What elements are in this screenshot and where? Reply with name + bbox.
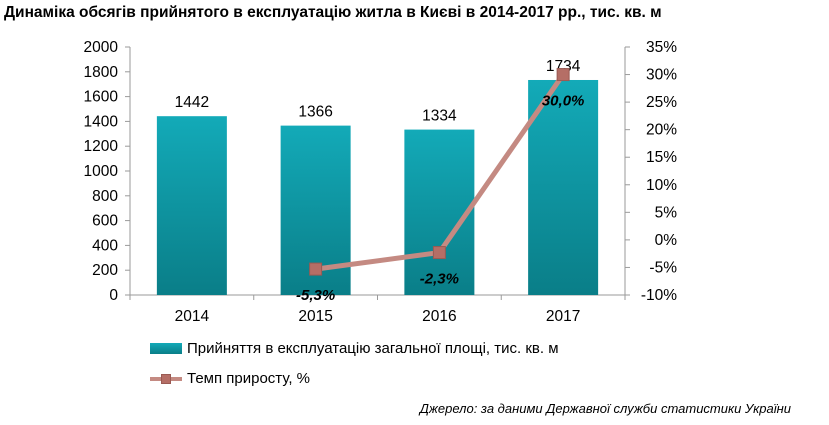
- legend-line-swatch: [150, 373, 182, 385]
- right-tick-label: 0%: [655, 232, 678, 249]
- bar-data-label: 1366: [298, 104, 332, 121]
- left-tick-label: 1400: [84, 113, 119, 130]
- right-tick-label: 5%: [655, 204, 678, 221]
- source-note: Джерело: за даними Державної служби стат…: [419, 401, 791, 416]
- right-tick-label: -10%: [641, 287, 677, 304]
- growth-rate-marker: [432, 246, 446, 260]
- legend-bar-swatch: [150, 343, 182, 354]
- growth-rate-label: -5,3%: [296, 287, 335, 304]
- growth-rate-label: 30,0%: [542, 93, 585, 110]
- growth-rate-marker: [309, 262, 323, 276]
- right-tick-label: 30%: [646, 67, 677, 84]
- legend-line-label: Темп приросту, %: [187, 370, 311, 387]
- left-tick-label: 400: [92, 237, 118, 254]
- bar-data-label: 1334: [422, 108, 457, 125]
- legend-item-bars: Прийняття в експлуатацію загальної площі…: [150, 340, 559, 357]
- left-tick-label: 600: [92, 213, 118, 230]
- x-tick-label: 2014: [175, 308, 210, 325]
- bar: [156, 116, 227, 295]
- right-tick-label: 15%: [646, 149, 677, 166]
- left-tick-label: 1800: [84, 64, 119, 81]
- right-tick-label: 20%: [646, 122, 677, 139]
- x-tick-label: 2017: [546, 308, 580, 325]
- right-tick-label: 35%: [646, 39, 677, 56]
- x-tick-label: 2015: [298, 308, 332, 325]
- bar-data-label: 1734: [546, 58, 581, 75]
- chart-title: Динаміка обсягів прийнятого в експлуатац…: [4, 4, 662, 21]
- x-tick-label: 2016: [422, 308, 456, 325]
- right-tick-label: 25%: [646, 94, 677, 111]
- left-tick-label: 1000: [84, 163, 119, 180]
- left-tick-label: 1200: [84, 138, 119, 155]
- right-tick-label: -5%: [649, 259, 677, 276]
- left-tick-label: 800: [92, 188, 118, 205]
- left-tick-label: 0: [109, 287, 118, 304]
- growth-rate-marker: [556, 68, 570, 82]
- growth-rate-label: -2,3%: [420, 271, 459, 288]
- left-tick-label: 200: [92, 262, 118, 279]
- left-tick-label: 2000: [84, 39, 119, 56]
- legend-bar-label: Прийняття в експлуатацію загальної площі…: [187, 340, 559, 357]
- left-tick-label: 1600: [84, 89, 119, 106]
- bar-data-label: 1442: [175, 94, 209, 111]
- bar: [404, 129, 475, 295]
- legend-item-line: Темп приросту, %: [150, 370, 310, 387]
- bar: [528, 79, 599, 295]
- right-tick-label: 10%: [646, 177, 677, 194]
